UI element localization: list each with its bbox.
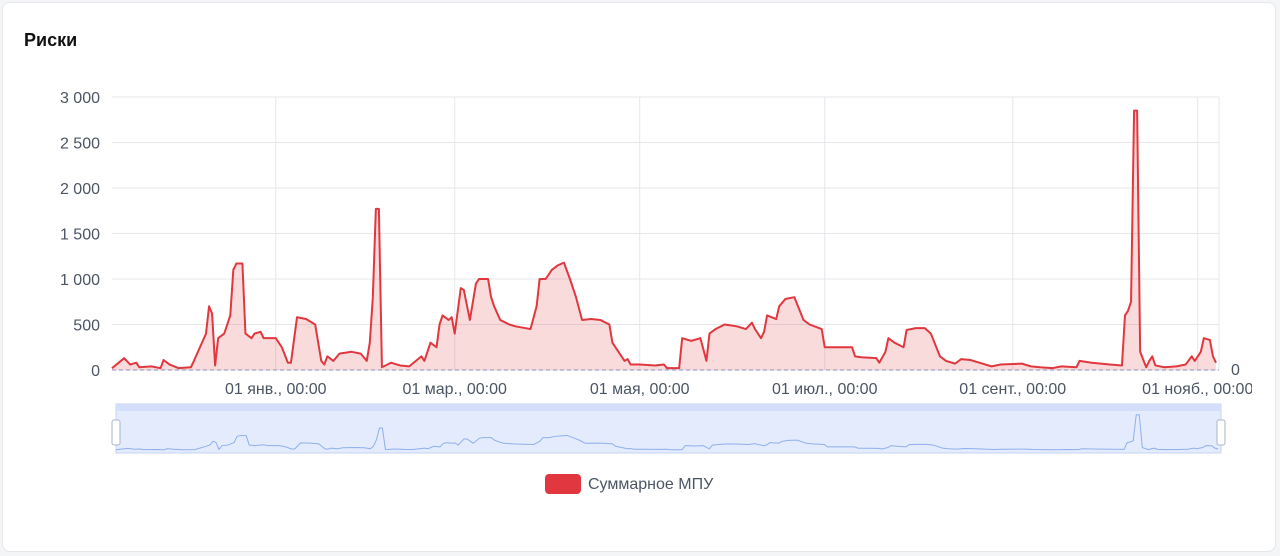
y-tick-label: 1 000 xyxy=(60,272,100,289)
mark-line-label: 0 xyxy=(1231,362,1240,379)
zoom-slider xyxy=(115,403,1222,454)
x-tick-label: 01 нояб., 00:00 xyxy=(1142,381,1252,398)
y-tick-label: 500 xyxy=(73,318,100,335)
chart: 0 500 1 000 1 500 2 000 2 500 3 000 01 янв., 00… xyxy=(60,90,1252,494)
x-tick-label: 01 июл., 00:00 xyxy=(772,381,878,398)
series-line xyxy=(111,109,1217,370)
x-tick-label: 01 мая, 00:00 xyxy=(590,381,690,398)
zoom-slider-bar xyxy=(116,404,1221,411)
zoom-preview xyxy=(115,414,1219,451)
legend-label: Суммарное МПУ xyxy=(588,476,714,493)
x-tick-label: 01 янв., 00:00 xyxy=(225,381,327,398)
zoom-handle xyxy=(111,419,121,446)
y-tick-label: 0 xyxy=(91,363,100,380)
zoom-handle xyxy=(1216,419,1226,446)
y-tick-label: 2 500 xyxy=(60,136,100,153)
card-title: Риски xyxy=(24,30,78,50)
area-fill xyxy=(112,110,1216,371)
x-tick-label: 01 сент., 00:00 xyxy=(959,381,1066,398)
y-tick-label: 3 000 xyxy=(60,90,100,107)
x-tick-label: 01 мар., 00:00 xyxy=(403,381,508,398)
y-tick-label: 2 000 xyxy=(60,181,100,198)
y-tick-label: 1 500 xyxy=(60,227,100,244)
legend-swatch xyxy=(545,474,581,494)
